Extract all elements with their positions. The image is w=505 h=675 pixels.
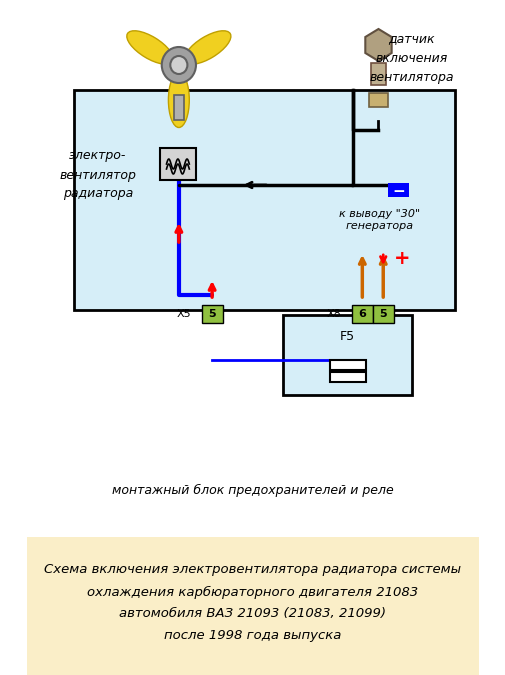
Text: X5: X5: [176, 309, 191, 319]
Text: после 1998 года выпуска: после 1998 года выпуска: [164, 630, 341, 643]
Bar: [27, 540, 478, 675]
Text: к выводу "30"
генератора: к выводу "30" генератора: [338, 209, 419, 231]
Ellipse shape: [127, 31, 173, 64]
Ellipse shape: [184, 31, 230, 64]
Text: автомобиля ВАЗ 21093 (21083, 21099): автомобиля ВАЗ 21093 (21083, 21099): [119, 608, 386, 620]
Bar: [160, 148, 195, 180]
Text: F5: F5: [339, 331, 355, 344]
Bar: [387, 183, 408, 197]
Text: −: −: [391, 184, 404, 198]
Bar: [329, 360, 365, 370]
Bar: [27, 537, 478, 665]
Bar: [283, 315, 411, 395]
Ellipse shape: [168, 72, 189, 128]
Bar: [74, 90, 453, 310]
Text: +: +: [393, 248, 410, 267]
Text: монтажный блок предохранителей и реле: монтажный блок предохранителей и реле: [112, 483, 393, 497]
Polygon shape: [365, 29, 391, 61]
Circle shape: [162, 47, 195, 83]
Bar: [368, 93, 387, 107]
Circle shape: [170, 56, 187, 74]
Text: датчик
включения
вентилятора: датчик включения вентилятора: [369, 32, 453, 84]
Bar: [372, 305, 393, 323]
Bar: [370, 63, 385, 85]
Text: Схема включения электровентилятора радиатора системы: Схема включения электровентилятора радиа…: [44, 564, 461, 576]
Bar: [201, 305, 222, 323]
Text: 5: 5: [208, 309, 216, 319]
Text: охлаждения карбюраторного двигателя 21083: охлаждения карбюраторного двигателя 2108…: [87, 585, 418, 599]
Bar: [174, 95, 183, 120]
Text: электро-
вентилятор
радиатора: электро- вентилятор радиатора: [60, 149, 136, 200]
Bar: [27, 545, 478, 675]
Bar: [351, 305, 372, 323]
Text: X8: X8: [326, 309, 341, 319]
Text: 6: 6: [358, 309, 366, 319]
Text: 5: 5: [379, 309, 386, 319]
Bar: [329, 372, 365, 382]
